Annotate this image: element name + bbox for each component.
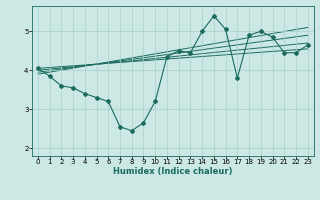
X-axis label: Humidex (Indice chaleur): Humidex (Indice chaleur) [113,167,233,176]
